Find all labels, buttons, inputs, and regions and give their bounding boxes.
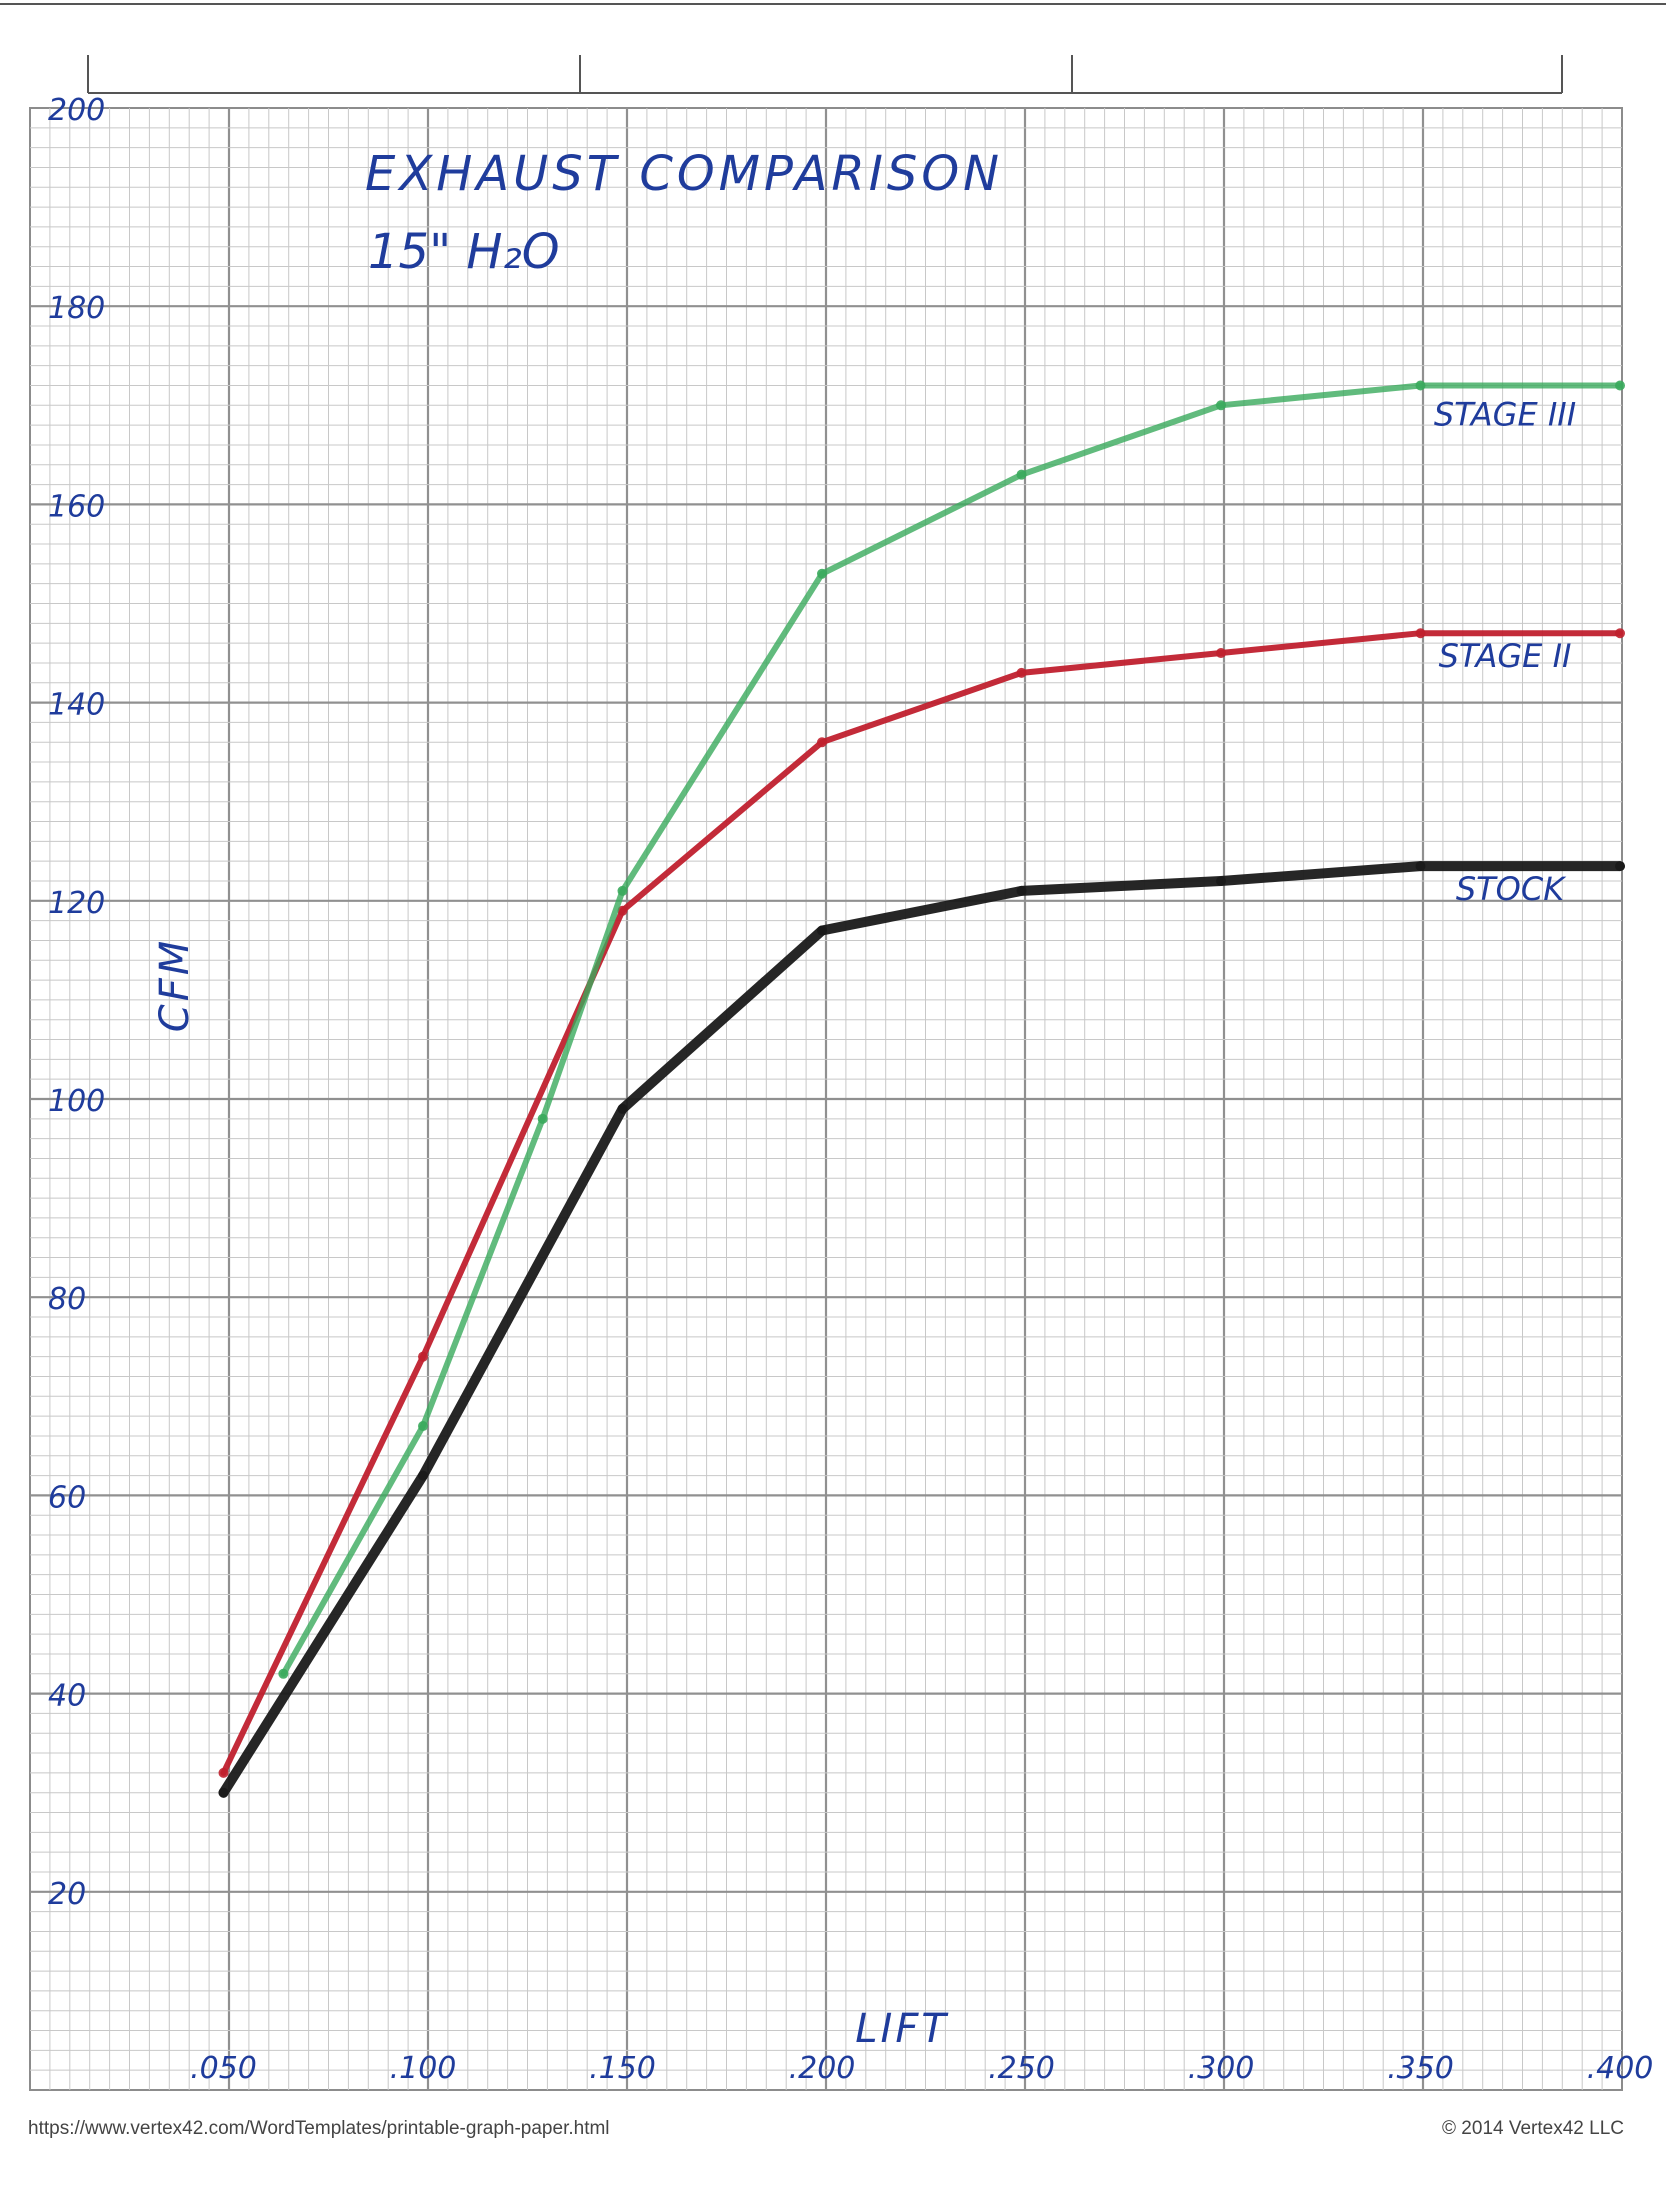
data-point bbox=[418, 1421, 428, 1432]
data-point bbox=[1216, 400, 1226, 411]
x-tick-label: .350 bbox=[1387, 2051, 1454, 2086]
data-point bbox=[817, 925, 827, 936]
data-point bbox=[1216, 875, 1226, 886]
data-point bbox=[1016, 469, 1027, 480]
x-tick-label: .150 bbox=[589, 2051, 656, 2086]
series-line-stock bbox=[218, 861, 1625, 1798]
y-tick-label: 120 bbox=[48, 886, 105, 921]
x-tick-label: .250 bbox=[988, 2051, 1055, 2086]
y-axis-label: CFM bbox=[152, 938, 198, 1032]
data-point bbox=[1415, 628, 1426, 639]
x-tick-label: .400 bbox=[1587, 2051, 1654, 2086]
data-point bbox=[1415, 380, 1426, 391]
data-point bbox=[278, 1668, 289, 1679]
data-point bbox=[1615, 861, 1625, 872]
footer-url: https://www.vertex42.com/WordTemplates/p… bbox=[28, 2118, 610, 2139]
series-line-stage-ii bbox=[220, 630, 1623, 1776]
x-tick-label: .050 bbox=[190, 2051, 257, 2086]
chart-subtitle: 15" H₂O bbox=[368, 224, 560, 280]
page-top-rule bbox=[0, 3, 1666, 5]
series-label: STAGE III bbox=[1434, 395, 1576, 433]
series-label: STOCK bbox=[1456, 870, 1567, 908]
footer-copyright: © 2014 Vertex42 LLC bbox=[1442, 2118, 1624, 2139]
data-point bbox=[617, 1103, 628, 1114]
data-point bbox=[1216, 648, 1226, 659]
y-tick-label: 20 bbox=[48, 1877, 86, 1912]
x-axis-label: LIFT bbox=[855, 2006, 949, 2052]
data-point bbox=[1615, 380, 1625, 391]
data-point bbox=[1615, 628, 1625, 639]
y-tick-label: 40 bbox=[48, 1679, 86, 1714]
x-tick-label: .200 bbox=[789, 2051, 856, 2086]
data-point bbox=[537, 1113, 548, 1124]
data-point bbox=[1016, 885, 1027, 896]
y-tick-label: 200 bbox=[48, 93, 105, 128]
y-tick-label: 80 bbox=[48, 1282, 86, 1317]
x-tick-label: .300 bbox=[1188, 2051, 1255, 2086]
data-point bbox=[617, 885, 628, 896]
data-point bbox=[218, 1787, 229, 1798]
y-tick-label: 180 bbox=[48, 291, 105, 326]
data-point bbox=[1415, 861, 1426, 872]
data-point bbox=[617, 905, 628, 916]
data-point bbox=[817, 568, 827, 579]
data-point bbox=[218, 1767, 229, 1778]
data-point bbox=[418, 1470, 428, 1481]
y-tick-label: 160 bbox=[48, 489, 105, 524]
y-tick-label: 60 bbox=[48, 1480, 86, 1515]
x-tick-label: .100 bbox=[390, 2051, 457, 2086]
data-point bbox=[1016, 667, 1027, 678]
y-tick-label: 100 bbox=[48, 1084, 105, 1119]
data-point bbox=[418, 1351, 428, 1362]
series-label: STAGE II bbox=[1439, 637, 1572, 675]
y-tick-label: 140 bbox=[48, 688, 105, 723]
chart-title: EXHAUST COMPARISON bbox=[365, 146, 1003, 202]
data-point bbox=[817, 737, 827, 748]
